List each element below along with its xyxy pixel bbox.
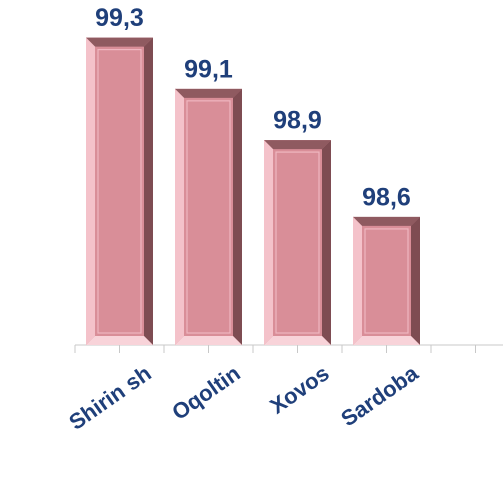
bar-bevel (175, 88, 242, 98)
bar-inner (186, 100, 231, 334)
bar-inner (364, 228, 409, 334)
bar-bevel (264, 140, 273, 345)
x-tick-label: Shirin sh (64, 360, 155, 434)
bar-bevel (175, 336, 242, 345)
bar-bevel (144, 37, 153, 345)
bar (175, 88, 242, 345)
bar-bevel (175, 88, 184, 345)
value-label: 99,1 (184, 55, 233, 83)
x-tick-label: Sardoba (336, 360, 423, 431)
bar-bevel (411, 216, 420, 345)
bar (86, 37, 153, 345)
bar (264, 140, 331, 345)
bar-bevel (264, 140, 331, 150)
bar-bevel (353, 216, 362, 345)
value-label: 99,3 (95, 4, 144, 32)
bar-bevel (264, 336, 331, 345)
bar (353, 216, 420, 345)
value-label: 98,6 (362, 184, 411, 212)
bar-bevel (322, 140, 331, 345)
bar-bevel (353, 216, 420, 226)
value-label: 98,9 (273, 107, 322, 135)
x-tick-label: Oqoltin (167, 360, 244, 425)
bar-bevel (353, 336, 420, 345)
bar-bevel (86, 336, 153, 345)
bar-bevel (86, 37, 153, 47)
bar-inner (275, 151, 320, 334)
x-tick-label: Xovos (265, 360, 333, 418)
bar-inner (97, 49, 142, 334)
bar-bevel (86, 37, 95, 345)
bar-bevel (233, 88, 242, 345)
